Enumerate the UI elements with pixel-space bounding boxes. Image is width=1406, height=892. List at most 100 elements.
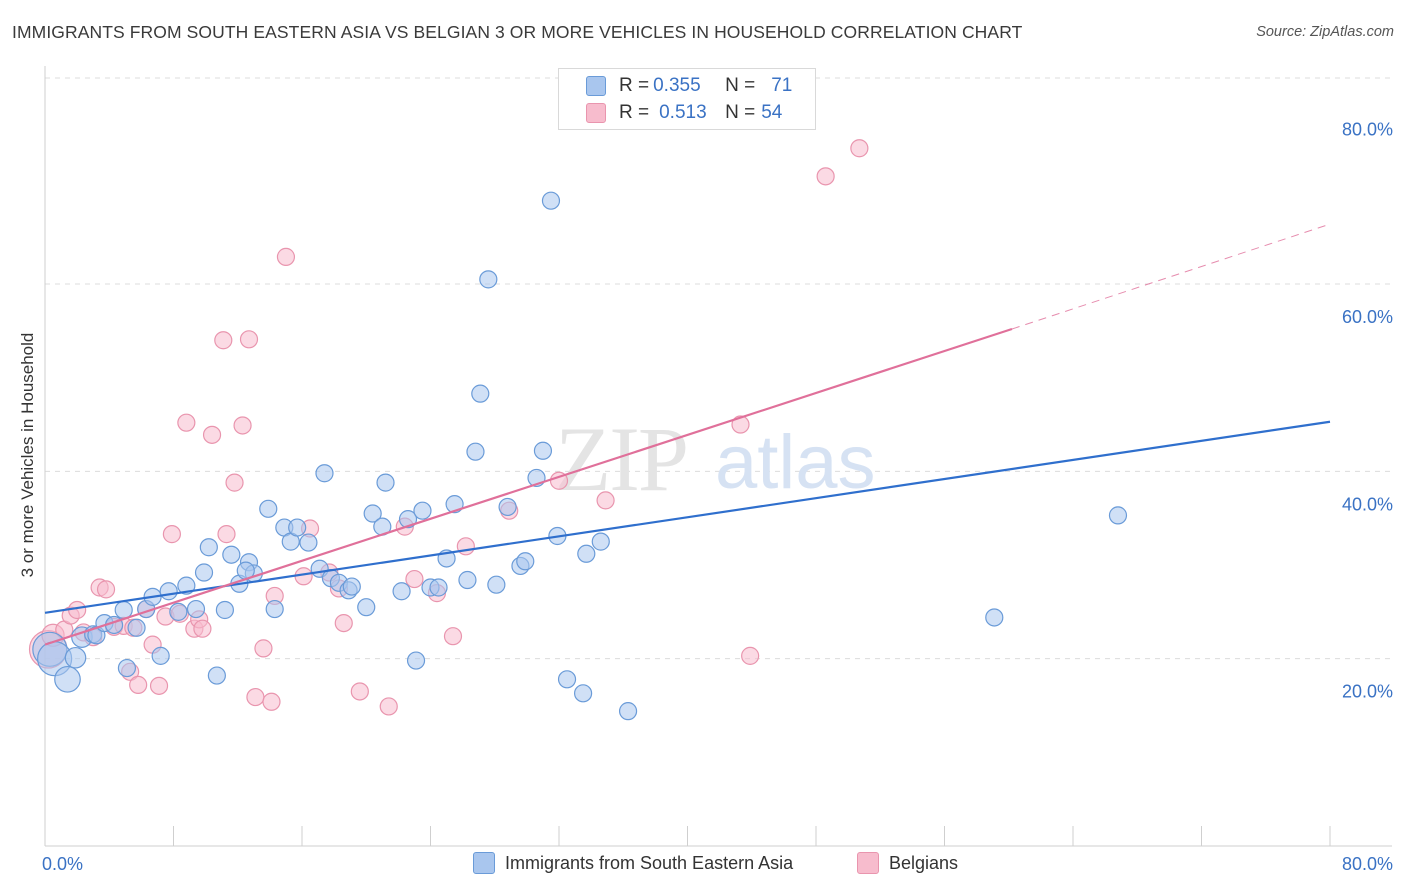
sea-point	[215, 600, 234, 620]
belgian-point	[214, 331, 233, 350]
n-value: 54	[761, 102, 783, 123]
sea-point	[159, 582, 178, 601]
belgian-point	[162, 525, 181, 544]
sea-point	[342, 577, 361, 596]
belgians-points	[28, 139, 869, 716]
belgian-point	[193, 619, 212, 638]
sea-point	[541, 191, 561, 210]
sea-point	[199, 538, 218, 557]
tick-labels: 20.0% 40.0% 60.0% 80.0% 0.0% 80.0%	[42, 120, 1393, 874]
sea-point	[169, 602, 188, 621]
sea-point	[557, 670, 577, 689]
belgian-point	[149, 676, 169, 695]
sea-point	[64, 646, 87, 669]
n-label: N =	[725, 102, 756, 123]
sea-point	[985, 608, 1004, 627]
sea-point	[194, 563, 214, 582]
sea-point	[398, 510, 418, 529]
sea-point	[516, 552, 535, 571]
belgian-point	[405, 569, 424, 589]
legend-label-sea: Immigrants from South Eastern Asia	[505, 852, 794, 873]
x-tick-label: 0.0%	[42, 854, 83, 874]
grid	[45, 77, 1392, 660]
sea-point	[127, 618, 146, 637]
n-value: 71	[771, 75, 793, 96]
belgian-point	[816, 167, 835, 186]
r-value: 0.513	[659, 102, 707, 123]
belgian-point	[741, 646, 760, 665]
sea-point	[533, 441, 553, 460]
belgian-point	[456, 537, 475, 556]
stats-legend: R = 0.355 N = 71 R = 0.513 N = 54	[558, 68, 816, 130]
legend-swatch-pink	[857, 852, 879, 874]
watermark-atlas: atlas	[715, 420, 876, 505]
y-tick-label: 80.0%	[1342, 120, 1393, 140]
sea-point	[466, 442, 485, 461]
sea-point	[573, 684, 593, 703]
belgian-point	[177, 413, 196, 432]
trend-lines	[44, 223, 1331, 646]
r-label: R =	[619, 75, 650, 96]
legend-swatch-blue	[473, 852, 495, 874]
sea-trend-line	[44, 420, 1331, 614]
belgian-point	[379, 697, 398, 716]
belgian-point	[239, 330, 259, 349]
sea-point	[299, 533, 318, 552]
series-legend: Immigrants from South Eastern Asia Belgi…	[0, 852, 1406, 878]
belgian-point	[850, 139, 869, 158]
x-tick-label: 80.0%	[1342, 854, 1393, 874]
sea-point	[618, 702, 638, 721]
belgian-point	[225, 473, 244, 492]
belgian-trend-line	[44, 327, 1013, 646]
source-credit: Source: ZipAtlas.com	[1256, 24, 1394, 40]
sea-point	[315, 464, 334, 483]
watermark: ZIP atlas	[555, 408, 876, 510]
belgian-trend-extension	[1011, 223, 1331, 330]
sea-point	[259, 499, 278, 518]
axes	[44, 66, 1392, 847]
sea-point	[413, 501, 432, 520]
r-label: R =	[619, 102, 650, 123]
sea-point	[458, 570, 477, 590]
sea-point	[186, 599, 206, 619]
stats-row-sea: R = 0.355 N = 71	[586, 73, 793, 99]
sea-point	[376, 473, 395, 492]
sea-point	[498, 497, 517, 517]
sea-point	[479, 270, 498, 289]
sea-point	[392, 582, 411, 601]
sea-point	[288, 518, 307, 537]
belgian-point	[334, 613, 353, 633]
pink-swatch	[586, 103, 606, 123]
legend-item-belgians[interactable]: Belgians	[857, 852, 958, 874]
legend-item-sea[interactable]: Immigrants from South Eastern Asia	[473, 852, 793, 874]
belgian-point	[129, 675, 148, 695]
belgian-point	[596, 491, 615, 510]
sea-point	[363, 504, 382, 523]
belgian-point	[262, 692, 281, 711]
sea-point	[406, 651, 426, 670]
belgian-point	[246, 687, 265, 707]
sea-point	[487, 575, 506, 594]
sea-point	[222, 545, 241, 564]
belgian-point	[254, 639, 273, 658]
blue-swatch	[586, 76, 606, 96]
sea-point	[429, 578, 448, 597]
sea-point	[357, 598, 376, 617]
y-tick-label: 20.0%	[1342, 682, 1393, 702]
sea-point	[471, 384, 490, 403]
r-value: 0.355	[653, 75, 701, 96]
sea-point	[117, 658, 137, 678]
y-tick-label: 60.0%	[1342, 307, 1393, 327]
belgian-point	[202, 425, 222, 444]
sea-point	[54, 665, 81, 693]
watermark-zip: ZIP	[555, 408, 687, 510]
belgian-point	[233, 416, 252, 435]
stats-row-belgians: R = 0.513 N = 54	[586, 100, 783, 126]
chart-title: IMMIGRANTS FROM SOUTH EASTERN ASIA VS BE…	[12, 22, 1023, 42]
n-label: N =	[725, 75, 756, 96]
sea-point	[591, 532, 610, 551]
belgian-point	[217, 525, 236, 544]
sea-point	[577, 544, 596, 563]
belgian-point	[276, 247, 296, 266]
